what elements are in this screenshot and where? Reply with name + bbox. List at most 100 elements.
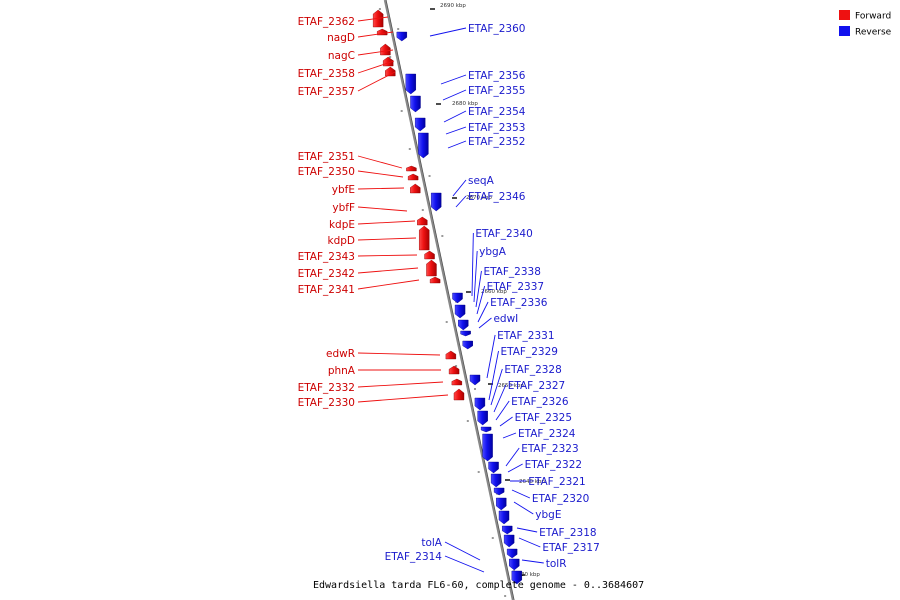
gene-block-kdpe[interactable] [417,216,428,226]
gene-block-etaf-2354[interactable] [414,117,426,132]
gene-block-ybga[interactable] [460,330,471,337]
leader-line-etaf-2352 [447,140,467,149]
gene-label-ybff[interactable]: ybfF [332,202,355,214]
gene-label-etaf-2343[interactable]: ETAF_2343 [298,251,355,263]
gene-label-etaf-2340[interactable]: ETAF_2340 [475,228,532,240]
gene-label-etaf-2322[interactable]: ETAF_2322 [525,459,582,471]
gene-block-etaf-2356[interactable] [405,73,416,95]
gene-label-etaf-2324[interactable]: ETAF_2324 [518,428,576,440]
gene-label-etaf-2321[interactable]: ETAF_2321 [528,476,585,488]
gene-label-etaf-2336[interactable]: ETAF_2336 [490,297,548,309]
gene-block-etaf-2322[interactable] [503,534,515,548]
gene-label-etaf-2330[interactable]: ETAF_2330 [298,397,355,409]
gene-block-etaf-2331[interactable] [480,426,492,433]
gene-block-etaf-2337[interactable] [469,374,481,386]
genome-caption: Edwardsiella tarda FL6-60, complete geno… [313,580,644,591]
gene-block-etaf-2328[interactable] [488,461,499,474]
gene-block-etaf-2340[interactable] [458,319,469,331]
gene-block-etaf-2357[interactable] [385,66,396,77]
gene-block-etaf-2341[interactable] [429,276,441,284]
gene-block-etaf-2320[interactable] [509,558,520,571]
gene-block-seqa[interactable] [452,292,463,304]
gene-label-etaf-2320[interactable]: ETAF_2320 [532,493,589,505]
gene-block-etaf-2332[interactable] [451,378,463,386]
gene-label-edwr[interactable]: edwR [326,348,355,360]
gene-label-phna[interactable]: phnA [328,365,356,377]
gene-block-etaf-2351[interactable] [406,165,417,172]
gene-label-etaf-2351[interactable]: ETAF_2351 [298,151,355,163]
gene-label-etaf-2326[interactable]: ETAF_2326 [511,396,569,408]
gene-block-etaf-2346[interactable] [454,304,466,319]
gene-label-etaf-2353[interactable]: ETAF_2353 [468,122,525,134]
gene-label-etaf-2342[interactable]: ETAF_2342 [298,268,355,280]
gene-block-ybge[interactable] [511,570,523,585]
gene-block-etaf-2343[interactable] [424,250,435,260]
gene-block-etaf-2327[interactable] [490,473,502,488]
gene-block-etaf-2325[interactable] [496,497,507,511]
leader-line-edwr [357,352,441,356]
gene-label-etaf-2362[interactable]: ETAF_2362 [298,16,355,28]
gene-block-etaf-2355[interactable] [410,95,421,113]
gene-label-etaf-2360[interactable]: ETAF_2360 [468,23,525,35]
gene-block-etaf-2329[interactable] [482,433,493,462]
leader-line-etaf-2330 [357,394,449,403]
gene-label-etaf-2357[interactable]: ETAF_2357 [298,86,355,98]
gene-block-nagc[interactable] [380,43,391,56]
gene-block-etaf-2324[interactable] [498,510,510,525]
leader-line-etaf-2353 [445,126,467,135]
gene-block-etaf-2338[interactable] [462,340,473,350]
gene-label-etaf-2318[interactable]: ETAF_2318 [539,527,596,539]
gene-label-ybga[interactable]: ybgA [479,246,507,258]
kbp-tick-label: 2650 kbp [498,383,524,389]
gene-block-edwr[interactable] [445,350,457,360]
gene-label-etaf-2325[interactable]: ETAF_2325 [515,412,572,424]
gene-label-nagc[interactable]: nagC [328,50,355,62]
gene-block-etaf-2342[interactable] [426,259,437,277]
legend: Forward Reverse [839,10,892,38]
gene-label-etaf-2354[interactable]: ETAF_2354 [468,106,526,118]
gene-label-nagd[interactable]: nagD [327,32,355,44]
gene-block-etaf-2360[interactable] [396,31,408,42]
gene-label-ybfe[interactable]: ybfE [332,184,355,196]
gene-label-etaf-2327[interactable]: ETAF_2327 [508,380,565,392]
gene-block-edwi[interactable] [477,410,488,426]
gene-label-etaf-2350[interactable]: ETAF_2350 [298,166,355,178]
gene-block-etaf-2321[interactable] [506,548,518,559]
gene-label-kdpe[interactable]: kdpE [329,219,355,231]
gene-block-etaf-2336[interactable] [474,397,486,411]
gene-label-etaf-2331[interactable]: ETAF_2331 [497,330,554,342]
gene-label-etaf-2355[interactable]: ETAF_2355 [468,85,525,97]
leader-line-ybga [473,250,478,303]
gene-block-etaf-2352[interactable] [430,192,442,212]
gene-label-etaf-2356[interactable]: ETAF_2356 [468,70,526,82]
gene-label-etaf-2317[interactable]: ETAF_2317 [542,542,599,554]
gene-block-etaf-2326[interactable] [493,487,505,496]
gene-label-etaf-2338[interactable]: ETAF_2338 [483,266,540,278]
gene-label-edwi[interactable]: edwI [493,313,518,325]
gene-label-kdpd[interactable]: kdpD [328,235,356,247]
gene-label-seqa[interactable]: seqA [468,175,495,187]
gene-block-ybfe[interactable] [410,183,421,194]
gene-label-ybge[interactable]: ybgE [535,509,561,521]
gene-block-etaf-2323[interactable] [502,525,513,535]
gene-label-etaf-2352[interactable]: ETAF_2352 [468,136,525,148]
gene-label-etaf-2323[interactable]: ETAF_2323 [521,443,578,455]
leader-line-etaf-2326 [495,400,510,421]
gene-label-etaf-2328[interactable]: ETAF_2328 [504,364,561,376]
gene-label-etaf-2358[interactable]: ETAF_2358 [298,68,355,80]
gene-block-etaf-2330[interactable] [453,388,465,401]
gene-label-tolr[interactable]: tolR [546,558,567,570]
gene-block-kdpd[interactable] [419,225,430,251]
gene-block-etaf-2350[interactable] [407,173,419,181]
gene-block-etaf-2353[interactable] [418,132,429,159]
gene-label-etaf-2329[interactable]: ETAF_2329 [501,346,558,358]
gene-block-phna[interactable] [448,365,460,375]
gene-label-etaf-2341[interactable]: ETAF_2341 [298,284,355,296]
gene-label-etaf-2314[interactable]: ETAF_2314 [385,551,443,563]
gene-label-tola[interactable]: tolA [421,537,442,549]
gene-label-etaf-2337[interactable]: ETAF_2337 [487,281,544,293]
kbp-tick-label: 2640 kbp [519,479,545,485]
leader-line-kdpe [357,220,416,225]
gene-label-etaf-2346[interactable]: ETAF_2346 [468,191,526,203]
gene-label-etaf-2332[interactable]: ETAF_2332 [298,382,355,394]
